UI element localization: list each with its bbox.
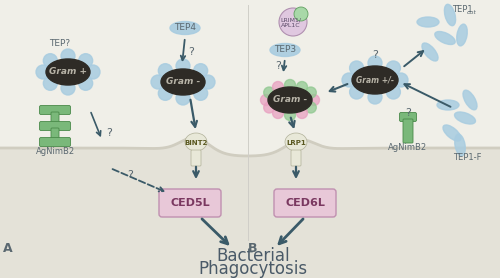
FancyBboxPatch shape [51,128,59,142]
Circle shape [176,59,190,73]
Circle shape [386,61,400,75]
Text: cut: cut [467,11,477,16]
Ellipse shape [437,100,459,110]
Circle shape [151,75,165,89]
Circle shape [158,86,172,100]
FancyBboxPatch shape [291,150,301,166]
Circle shape [272,81,283,93]
Circle shape [284,110,296,120]
FancyBboxPatch shape [40,121,70,130]
Circle shape [44,76,58,90]
Ellipse shape [456,24,468,46]
Ellipse shape [444,4,456,26]
Circle shape [296,108,308,118]
Circle shape [176,91,190,105]
Circle shape [260,95,272,105]
Text: TEP1: TEP1 [452,6,472,14]
Circle shape [306,102,316,113]
Text: TEP4: TEP4 [174,24,196,33]
Text: Gram +: Gram + [49,68,87,76]
Text: ?: ? [372,50,378,60]
Text: ?: ? [405,108,411,118]
FancyBboxPatch shape [51,112,59,126]
Circle shape [194,64,207,78]
FancyBboxPatch shape [159,189,221,217]
Text: ?: ? [275,61,281,71]
Ellipse shape [463,90,477,110]
Ellipse shape [352,66,398,94]
Text: Gram +/-: Gram +/- [356,76,394,85]
Ellipse shape [417,17,439,27]
Text: BINT2: BINT2 [184,140,208,146]
Text: CED5L: CED5L [170,198,210,208]
Text: Gram -: Gram - [166,78,200,86]
Circle shape [194,86,207,100]
Circle shape [350,61,364,75]
Ellipse shape [46,59,90,85]
Ellipse shape [454,112,475,124]
Circle shape [368,56,382,70]
Ellipse shape [285,133,307,151]
Circle shape [78,76,92,90]
Circle shape [368,90,382,104]
Circle shape [296,81,308,93]
Ellipse shape [422,43,438,61]
Circle shape [61,49,75,63]
Circle shape [294,7,308,21]
Text: A: A [3,242,13,254]
Text: ?: ? [106,128,112,138]
Text: TEP3: TEP3 [274,46,296,54]
Ellipse shape [443,125,461,141]
Ellipse shape [454,134,466,156]
Ellipse shape [268,87,312,113]
FancyBboxPatch shape [274,189,336,217]
Text: LRP1: LRP1 [286,140,306,146]
Circle shape [306,87,316,98]
Circle shape [86,65,100,79]
Text: TEP1-F: TEP1-F [453,153,481,163]
Text: Gram -: Gram - [273,96,307,105]
Ellipse shape [161,69,205,95]
Circle shape [264,87,274,98]
Circle shape [350,85,364,99]
FancyBboxPatch shape [403,119,413,143]
Polygon shape [0,138,500,278]
Circle shape [158,64,172,78]
Circle shape [386,85,400,99]
Circle shape [61,81,75,95]
Ellipse shape [270,43,300,56]
Circle shape [78,54,92,68]
FancyBboxPatch shape [40,105,70,115]
Circle shape [44,54,58,68]
FancyBboxPatch shape [40,138,70,147]
Text: AgNimB2: AgNimB2 [388,143,428,153]
Text: ?: ? [127,170,133,180]
Ellipse shape [170,21,200,34]
Ellipse shape [435,31,455,44]
Text: ?: ? [188,47,194,57]
Text: TEP?: TEP? [50,39,70,48]
Text: Phagocytosis: Phagocytosis [198,260,308,278]
Text: B: B [248,242,258,254]
FancyBboxPatch shape [191,150,201,166]
FancyBboxPatch shape [400,113,416,121]
Circle shape [284,80,296,91]
Circle shape [36,65,50,79]
Circle shape [308,95,320,105]
Circle shape [394,73,408,87]
Ellipse shape [185,133,207,151]
Text: AgNimB2: AgNimB2 [36,148,74,157]
Circle shape [279,8,307,36]
Text: CED6L: CED6L [285,198,325,208]
Circle shape [201,75,215,89]
Circle shape [264,102,274,113]
Circle shape [342,73,356,87]
Text: Bacterial: Bacterial [216,247,290,265]
Circle shape [272,108,283,118]
Text: LRIM1/
APL1C: LRIM1/ APL1C [280,18,301,28]
